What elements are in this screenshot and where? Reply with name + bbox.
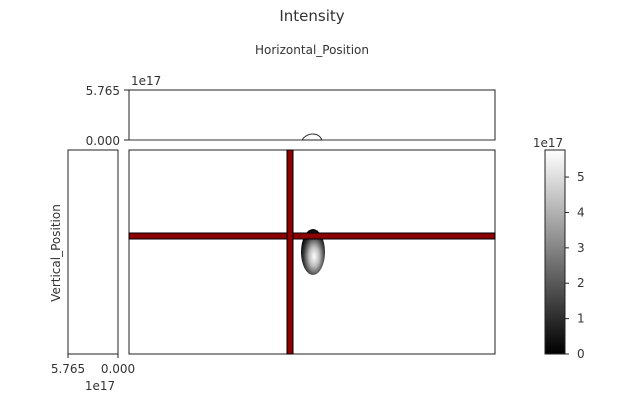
side-profile-panel (67, 149, 119, 355)
top-profile-ytick-label: 5.765 (86, 84, 120, 98)
colorbar-tick-label: 4 (577, 205, 585, 219)
top-profile-curve (129, 133, 495, 141)
colorbar (544, 149, 566, 355)
side-profile-xtick-label: 0.000 (101, 362, 135, 376)
top-profile-scale: 1e17 (131, 74, 161, 88)
colorbar-tick-label: 2 (577, 276, 585, 290)
crosshair-vertical (286, 149, 294, 355)
side-profile-xtick-label: 5.765 (51, 362, 85, 376)
colorbar-tick-label: 5 (577, 170, 585, 184)
intensity-spot (301, 229, 325, 275)
x-axis-label: Horizontal_Position (255, 43, 369, 57)
chart-title: Intensity (279, 7, 344, 25)
top-profile-ytick-label: 0.000 (86, 134, 120, 148)
colorbar-tick-label: 0 (577, 347, 585, 361)
colorbar-scale: 1e17 (533, 136, 563, 150)
colorbar-tick-label: 1 (577, 312, 585, 326)
colorbar-tick-label: 3 (577, 241, 585, 255)
side-profile-scale: 1e17 (85, 379, 115, 393)
y-axis-label: Vertical_Position (49, 204, 63, 302)
crosshair-horizontal (128, 232, 496, 240)
colorbar-ticks: 5 4 3 2 1 0 (565, 170, 585, 361)
top-profile-panel (128, 89, 496, 141)
